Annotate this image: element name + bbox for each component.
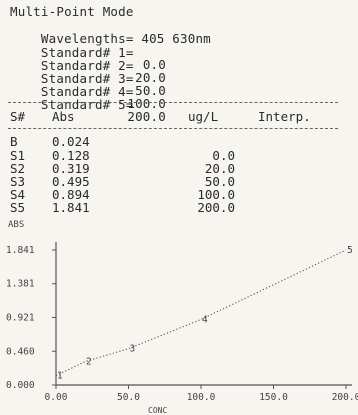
y-tick-label: 0.000 xyxy=(6,380,35,391)
x-tick-label: 200.0 xyxy=(332,392,358,403)
row-abs: 0.319 xyxy=(52,161,90,176)
row-abs: 0.024 xyxy=(52,134,90,149)
calibration-line xyxy=(55,249,347,377)
y-tick-label: 1.381 xyxy=(6,279,35,290)
y-tick-label: 0.921 xyxy=(6,312,35,323)
standard-line: Standard# 4= 100.0 xyxy=(10,73,166,123)
wavelengths-label: Wavelengths= xyxy=(40,30,134,46)
row-conc: 50.0 xyxy=(204,174,235,189)
row-sample: S4 xyxy=(10,187,26,202)
y-tick-label: 0.460 xyxy=(6,346,35,357)
row-conc: 100.0 xyxy=(197,187,235,202)
x-tick-label: 0.00 xyxy=(45,392,68,403)
row-abs: 0.128 xyxy=(52,148,90,163)
standard-label: Standard# 1= xyxy=(40,44,134,60)
data-point-label: 1 xyxy=(57,371,63,382)
row-sample: S3 xyxy=(10,174,26,189)
data-point-label: 3 xyxy=(130,344,136,355)
header-s: S# xyxy=(10,109,26,124)
standard-value: 200.0 xyxy=(127,109,166,124)
header-abs: Abs xyxy=(52,109,75,124)
row-sample: B xyxy=(10,134,18,149)
y-axis-label: ABS xyxy=(8,220,24,230)
x-tick-label: 50.0 xyxy=(117,392,140,403)
standard-label: Standard# 5= xyxy=(40,96,134,112)
standard-label: Standard# 3= xyxy=(40,70,134,86)
header-conc: ug/L xyxy=(188,109,219,124)
standard-label: Standard# 4= xyxy=(40,83,134,99)
standard-line: Standard# 1= 0.0 xyxy=(10,34,166,84)
wavelengths-line: Wavelengths= 405 630nm xyxy=(10,20,211,58)
standard-value: 0.0 xyxy=(142,57,166,72)
row-sample: S1 xyxy=(10,148,26,163)
row-abs: 1.841 xyxy=(52,200,90,215)
standard-line: Standard# 2= 20.0 xyxy=(10,47,166,97)
row-abs: 0.495 xyxy=(52,174,90,189)
standard-line: Standard# 5= 200.0 xyxy=(10,86,166,136)
divider xyxy=(8,128,338,129)
row-sample: S2 xyxy=(10,161,26,176)
standard-value: 20.0 xyxy=(135,70,166,85)
standard-line: Standard# 3= 50.0 xyxy=(10,60,166,110)
row-conc: 200.0 xyxy=(197,200,235,215)
standard-label: Standard# 2= xyxy=(40,57,134,73)
wavelengths-value: 405 630nm xyxy=(141,30,211,46)
x-axis-label: CONC xyxy=(148,406,167,415)
calibration-chart: ABS 0.000 0.460 0.921 1.381 1.841 0.00 50.0 100… xyxy=(6,220,358,415)
data-point-label: 4 xyxy=(202,314,208,325)
x-tick-label: 100.0 xyxy=(187,392,216,403)
data-point-label: 2 xyxy=(86,357,92,368)
standard-value: 50.0 xyxy=(135,83,166,98)
standard-value: 100.0 xyxy=(127,96,166,111)
row-abs: 0.894 xyxy=(52,187,90,202)
divider xyxy=(8,102,338,103)
mode-title: Multi-Point Mode xyxy=(10,4,134,19)
row-conc: 20.0 xyxy=(204,161,235,176)
data-point-label: 5 xyxy=(347,245,353,256)
header-interp: Interp. xyxy=(258,109,311,124)
row-sample: S5 xyxy=(10,200,26,215)
x-tick-label: 150.0 xyxy=(259,392,288,403)
y-tick-label: 1.841 xyxy=(6,245,35,256)
row-conc: 0.0 xyxy=(212,148,235,163)
